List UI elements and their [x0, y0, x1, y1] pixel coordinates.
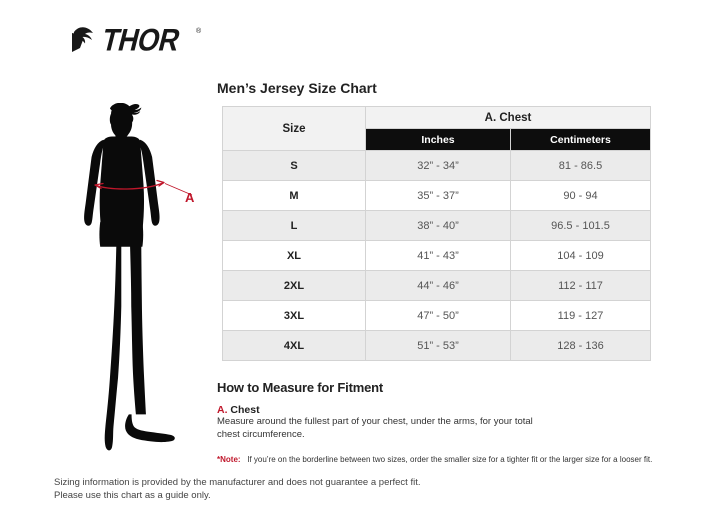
svg-text:A: A — [185, 190, 195, 205]
